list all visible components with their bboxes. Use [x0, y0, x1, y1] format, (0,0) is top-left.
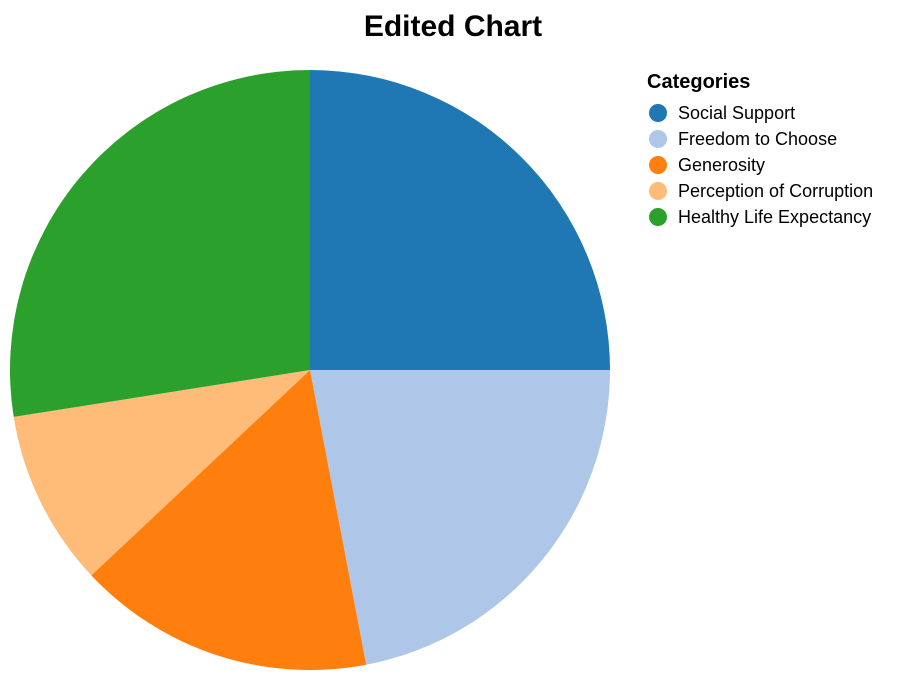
legend-item: Freedom to Choose: [649, 129, 837, 149]
legend-swatch: [649, 104, 667, 122]
legend-title: Categories: [647, 71, 750, 93]
legend-swatch: [649, 156, 667, 174]
pie-slice-perception-of-corruption: [13, 370, 310, 576]
legend-swatch: [649, 208, 667, 226]
legend-label: Healthy Life Expectancy: [678, 207, 871, 227]
legend-swatch: [649, 182, 667, 200]
legend-items: Social Support Freedom to Choose Generosit…: [649, 103, 873, 227]
legend-label: Social Support: [678, 103, 795, 123]
legend-item: Healthy Life Expectancy: [649, 207, 871, 227]
legend-label: Generosity: [678, 155, 765, 175]
legend-item: Generosity: [649, 155, 765, 175]
legend-label: Freedom to Choose: [678, 129, 837, 149]
pie-slice-social-support: [310, 70, 610, 370]
legend-label: Perception of Corruption: [678, 181, 873, 201]
legend: Categories Social Support Freedom to Choo…: [647, 71, 873, 227]
legend-swatch: [649, 130, 667, 148]
legend-item: Social Support: [649, 103, 795, 123]
pie-slice-healthy-life-expectancy: [9, 70, 311, 417]
pie: [9, 70, 610, 671]
chart-title: Edited Chart: [364, 10, 542, 43]
pie-slice-freedom-to-choose: [310, 370, 610, 665]
legend-item: Perception of Corruption: [649, 181, 873, 201]
pie-slice-generosity: [91, 370, 367, 671]
